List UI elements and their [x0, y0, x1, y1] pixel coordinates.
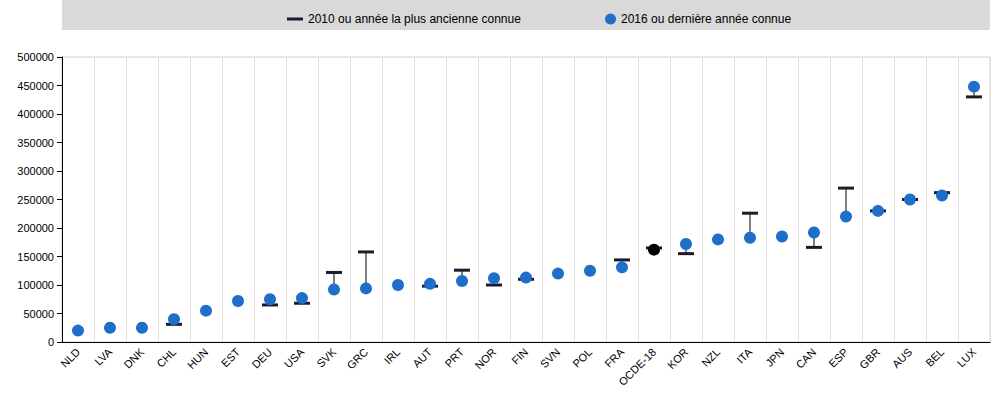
- svg-text:HUN: HUN: [185, 346, 210, 371]
- svg-text:300000: 300000: [17, 165, 54, 177]
- svg-text:JPN: JPN: [763, 346, 786, 369]
- svg-text:DNK: DNK: [121, 345, 146, 370]
- svg-text:DEU: DEU: [249, 346, 274, 371]
- svg-text:NLD: NLD: [58, 346, 82, 370]
- svg-text:SVK: SVK: [314, 345, 339, 370]
- svg-text:GBR: GBR: [857, 346, 882, 371]
- svg-text:GRC: GRC: [344, 346, 370, 372]
- svg-text:NZL: NZL: [699, 346, 722, 369]
- svg-text:LVA: LVA: [92, 345, 114, 367]
- svg-text:FIN: FIN: [509, 346, 530, 367]
- svg-text:EST: EST: [219, 346, 243, 370]
- svg-text:350000: 350000: [17, 137, 54, 149]
- svg-text:AUS: AUS: [890, 346, 914, 370]
- svg-text:200000: 200000: [17, 222, 54, 234]
- svg-text:450000: 450000: [17, 80, 54, 92]
- svg-text:CHL: CHL: [154, 346, 178, 370]
- svg-text:AUT: AUT: [410, 346, 434, 370]
- svg-text:0: 0: [48, 336, 54, 348]
- svg-text:100000: 100000: [17, 279, 54, 291]
- svg-text:IRL: IRL: [382, 346, 403, 367]
- svg-text:500000: 500000: [17, 51, 54, 63]
- svg-text:ITA: ITA: [734, 345, 754, 365]
- svg-text:ESP: ESP: [826, 346, 850, 370]
- svg-text:PRT: PRT: [442, 346, 466, 370]
- svg-text:POL: POL: [570, 346, 594, 370]
- svg-text:OCDE-18: OCDE-18: [616, 346, 658, 388]
- svg-text:NOR: NOR: [472, 346, 498, 372]
- svg-text:LUX: LUX: [955, 345, 979, 369]
- svg-text:CAN: CAN: [793, 346, 818, 371]
- svg-text:400000: 400000: [17, 108, 54, 120]
- svg-text:250000: 250000: [17, 194, 54, 206]
- svg-text:SVN: SVN: [538, 346, 563, 371]
- svg-text:BEL: BEL: [923, 346, 946, 369]
- svg-text:2016 ou dernière année connue: 2016 ou dernière année connue: [621, 12, 791, 26]
- svg-text:50000: 50000: [23, 308, 54, 320]
- svg-text:FRA: FRA: [602, 345, 626, 369]
- svg-text:150000: 150000: [17, 251, 54, 263]
- svg-text:USA: USA: [282, 345, 307, 370]
- svg-text:2010 ou année la plus ancienne: 2010 ou année la plus ancienne connue: [308, 12, 521, 26]
- svg-text:KOR: KOR: [665, 346, 690, 371]
